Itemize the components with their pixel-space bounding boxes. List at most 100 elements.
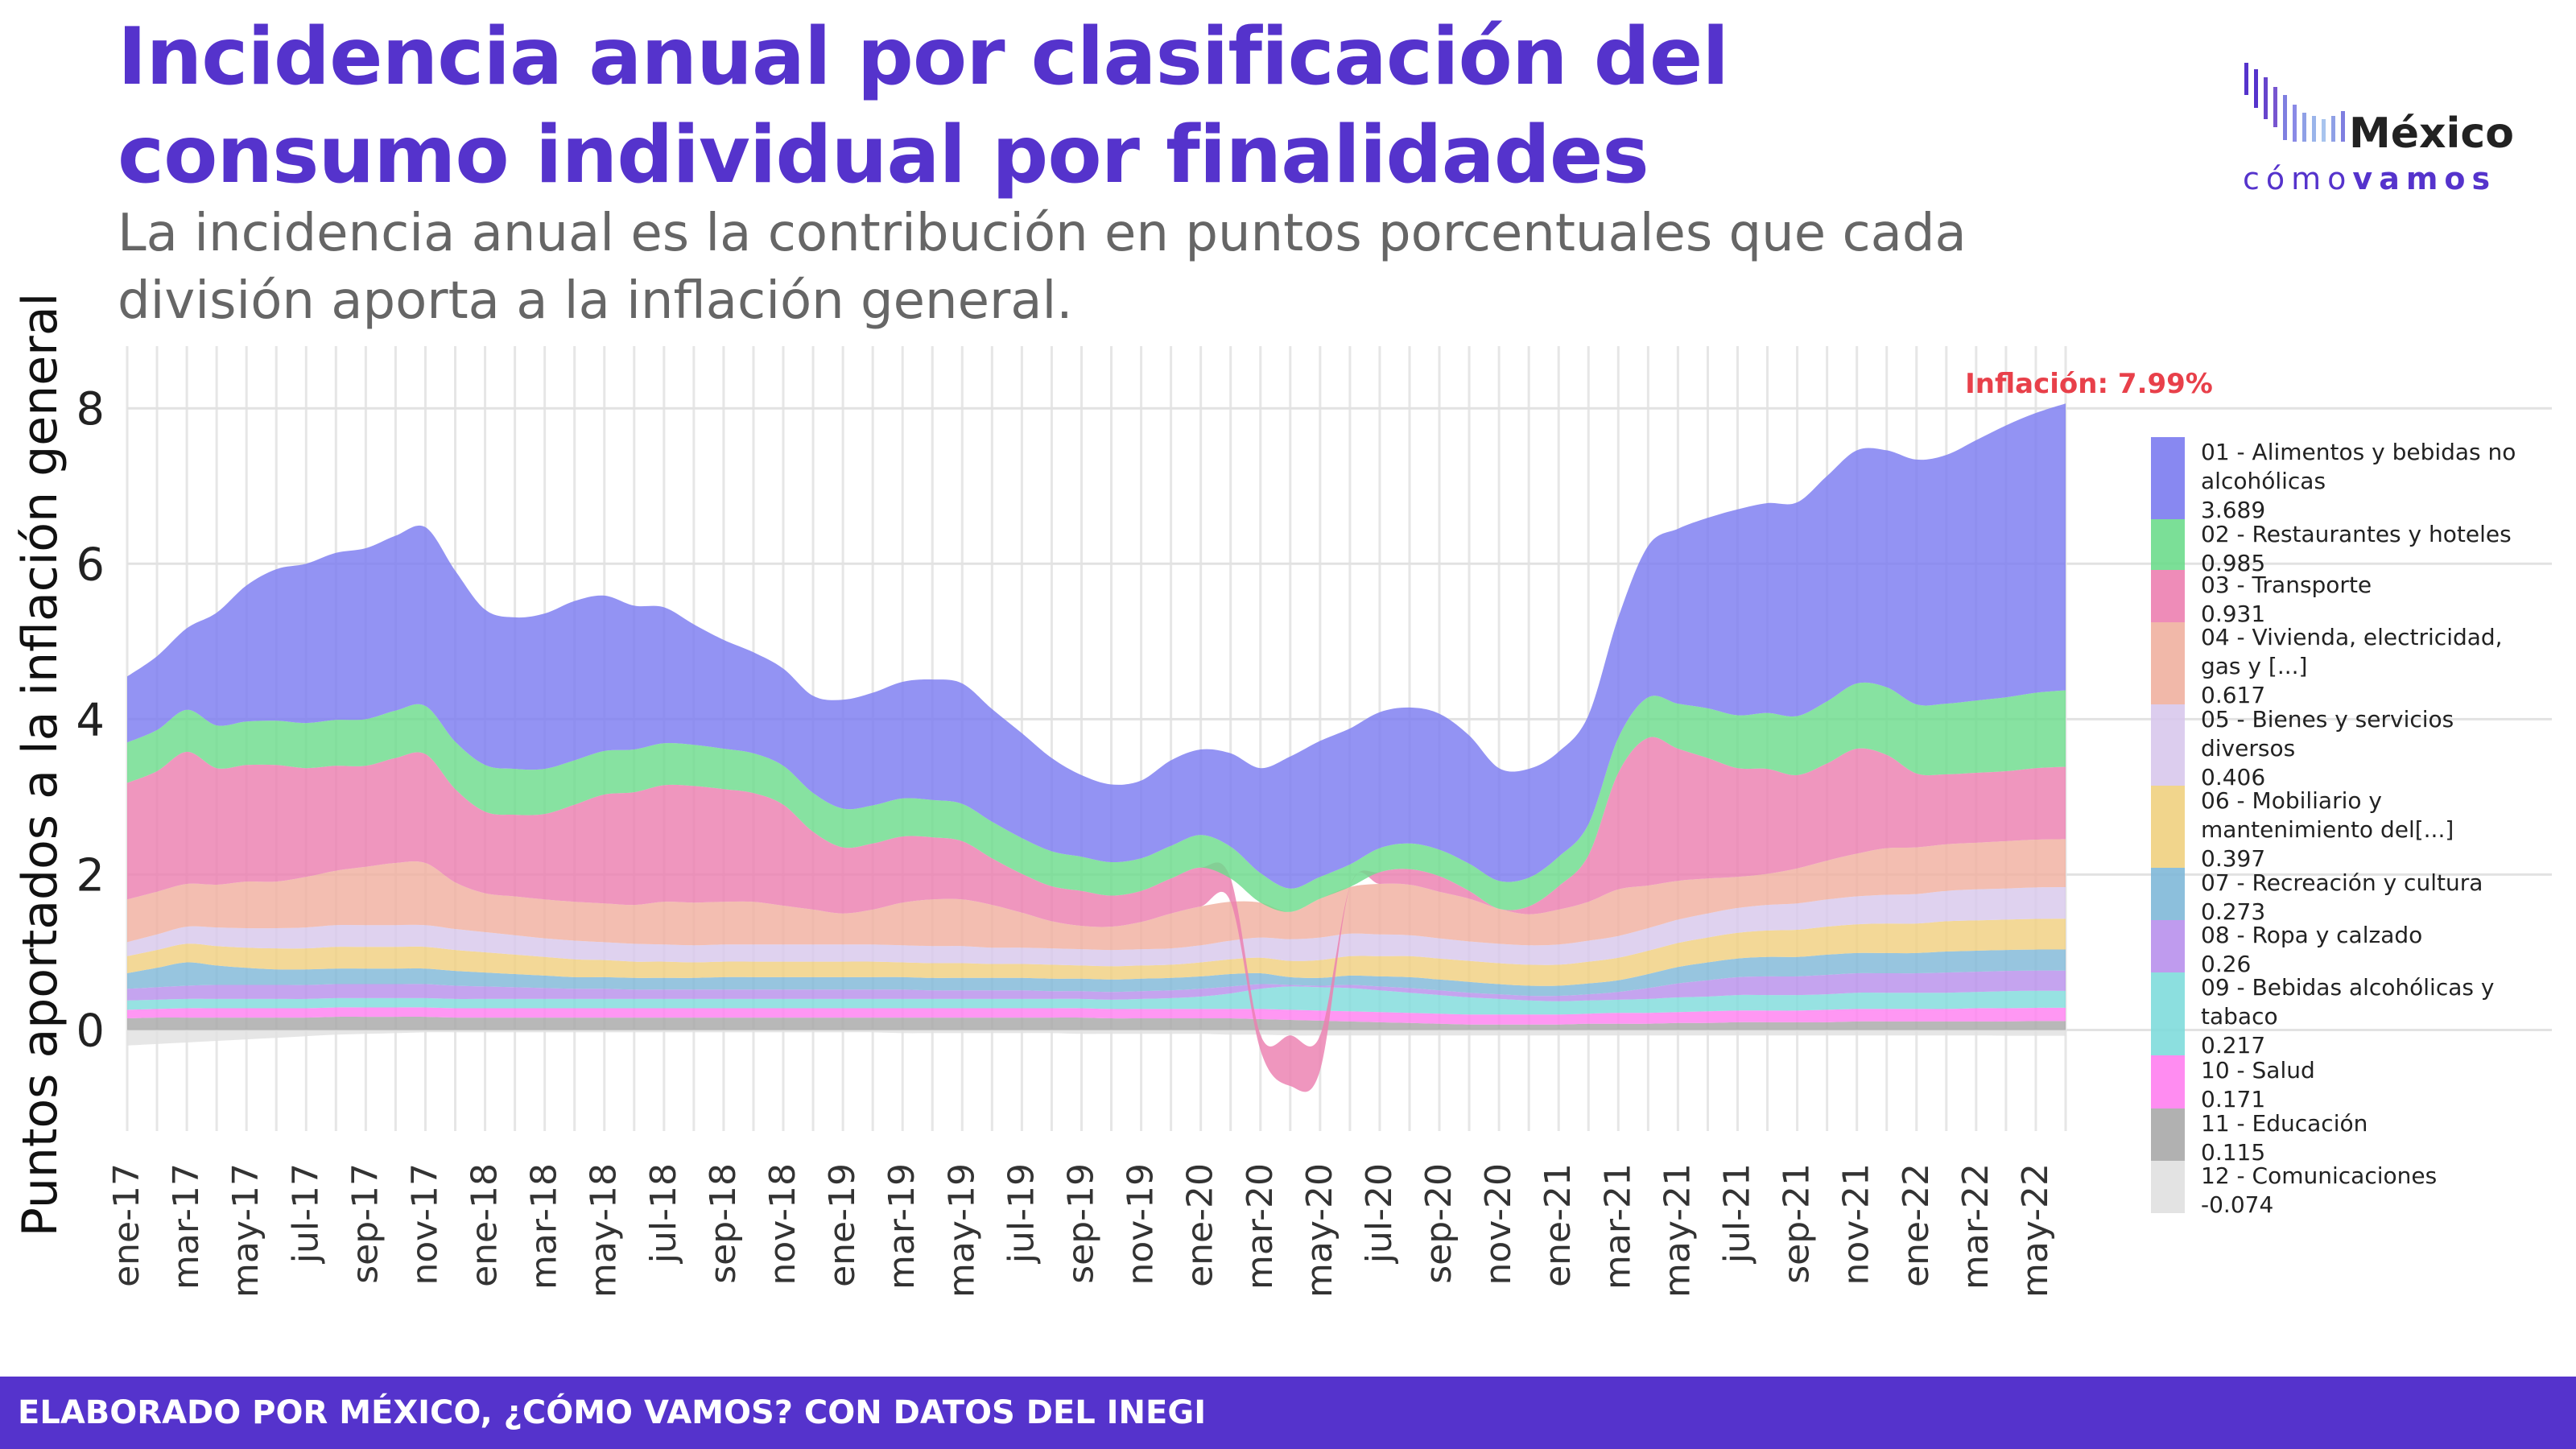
legend-entry: 10 - Salud <box>2201 1057 2315 1084</box>
x-tick-label: may-22 <box>2015 1163 2056 1298</box>
x-tick-label: mar-20 <box>1240 1163 1281 1290</box>
legend-entry: 05 - Bienes y servicios diversos <box>2201 706 2454 762</box>
legend-swatch <box>2151 868 2185 920</box>
stacked-area-chart: 0 2 4 6 8 ene-17 mar-17 may-17 jul-17 sep-17 nov-… <box>12 293 2552 1298</box>
area-series-07 <box>127 949 2066 997</box>
x-tick-label: ene-21 <box>1538 1163 1579 1287</box>
legend: 01 - Alimentos y bebidas no alcohólicas 3.… <box>2151 437 2516 1218</box>
legend-value: 0.273 <box>2201 898 2265 925</box>
x-tick-label: sep-21 <box>1777 1163 1818 1284</box>
y-axis-ticks: 0 2 4 6 8 <box>76 383 105 1057</box>
legend-entry: 01 - Alimentos y bebidas no alcohólicas <box>2201 439 2516 494</box>
legend-value: 0.115 <box>2201 1139 2265 1166</box>
footer-credit: ELABORADO POR MÉXICO, ¿CÓMO VAMOS? CON D… <box>18 1394 1207 1431</box>
x-tick-label: mar-18 <box>524 1163 565 1290</box>
x-tick-label: ene-18 <box>464 1163 506 1287</box>
logo-word-como-vamos: cómovamos <box>2243 161 2497 196</box>
x-tick-label: jul-21 <box>1717 1163 1758 1264</box>
legend-entry: 02 - Restaurantes y hoteles <box>2201 521 2512 547</box>
x-tick-label: may-20 <box>1299 1163 1340 1298</box>
area-series-11 <box>127 1017 2066 1030</box>
x-tick-label: jul-17 <box>285 1163 326 1264</box>
area-series-05 <box>127 887 2066 967</box>
y-axis-label: Puntos aportados a la inflación general <box>12 293 68 1237</box>
chart-subtitle: La incidencia anual es la contribución e… <box>118 204 1967 331</box>
legend-entry: 04 - Vivienda, electricidad, gas y [...] <box>2201 624 2503 679</box>
y-tick-label: 8 <box>76 383 105 436</box>
legend-swatch <box>2151 972 2185 1055</box>
area-series-02 <box>127 682 2066 912</box>
legend-value: 0.397 <box>2201 845 2265 872</box>
legend-swatch <box>2151 786 2185 868</box>
footer-bar: ELABORADO POR MÉXICO, ¿CÓMO VAMOS? CON D… <box>0 1377 2576 1449</box>
legend-entry: 12 - Comunicaciones <box>2201 1162 2437 1189</box>
legend-value: -0.074 <box>2201 1191 2273 1218</box>
legend-swatch <box>2151 1161 2185 1213</box>
x-tick-label: mar-21 <box>1597 1163 1638 1290</box>
area-series-12 <box>127 1030 2066 1046</box>
x-tick-label: nov-20 <box>1478 1163 1519 1286</box>
area-series-04 <box>127 839 2066 951</box>
legend-swatch <box>2151 1055 2185 1108</box>
x-tick-label: may-21 <box>1657 1163 1698 1298</box>
x-tick-label: nov-18 <box>762 1163 803 1286</box>
x-tick-label: may-19 <box>941 1163 982 1298</box>
legend-swatch <box>2151 519 2185 570</box>
legend-value: 0.406 <box>2201 764 2265 791</box>
legend-value: 0.217 <box>2201 1032 2265 1059</box>
legend-value: 0.26 <box>2201 951 2251 977</box>
chart-title: Incidencia anual por clasificación del c… <box>118 11 1729 201</box>
x-tick-label: ene-20 <box>1180 1163 1221 1287</box>
x-tick-label: sep-18 <box>703 1163 744 1284</box>
x-tick-label: sep-20 <box>1418 1163 1459 1284</box>
legend-entry: 06 - Mobiliario y mantenimiento del[...] <box>2201 787 2454 843</box>
area-series-01 <box>127 403 2066 889</box>
legend-entry: 03 - Transporte <box>2201 572 2372 598</box>
inflation-annotation: Inflación: 7.99% <box>1965 368 2213 400</box>
x-tick-label: mar-22 <box>1955 1163 1996 1290</box>
x-tick-label: sep-19 <box>1061 1163 1102 1284</box>
y-tick-label: 2 <box>76 849 105 902</box>
legend-swatch <box>2151 570 2185 622</box>
legend-swatch <box>2151 704 2185 786</box>
legend-entry: 07 - Recreación y cultura <box>2201 869 2483 896</box>
x-tick-label: nov-19 <box>1121 1163 1162 1286</box>
x-tick-label: jul-18 <box>643 1163 684 1264</box>
x-tick-label: may-17 <box>225 1163 266 1298</box>
legend-value: 3.689 <box>2201 497 2265 523</box>
legend-entry: 11 - Educación <box>2201 1110 2368 1137</box>
logo-word-mexico: México <box>2349 109 2514 158</box>
legend-swatch <box>2151 622 2185 704</box>
legend-value: 0.171 <box>2201 1086 2265 1113</box>
y-tick-label: 0 <box>76 1005 105 1058</box>
legend-entry: 08 - Ropa y calzado <box>2201 922 2422 948</box>
x-tick-label: ene-17 <box>106 1163 147 1287</box>
x-tick-label: mar-19 <box>881 1163 923 1290</box>
area-series <box>127 403 2066 1092</box>
legend-entry: 09 - Bebidas alcohólicas y tabaco <box>2201 974 2494 1030</box>
area-series-03 <box>127 737 2066 1092</box>
x-tick-label: nov-17 <box>405 1163 446 1286</box>
x-tick-label: ene-19 <box>822 1163 863 1287</box>
mexico-como-vamos-logo: México cómovamos <box>2243 63 2514 200</box>
area-series-08 <box>127 970 2066 1001</box>
x-tick-label: ene-22 <box>1896 1163 1937 1287</box>
legend-swatch <box>2151 1108 2185 1161</box>
area-series-06 <box>127 919 2066 986</box>
bar-equalizer-icon <box>2244 63 2345 142</box>
x-tick-label: jul-20 <box>1359 1163 1400 1264</box>
area-series-09 <box>127 986 2066 1015</box>
y-tick-label: 6 <box>76 539 105 591</box>
legend-value: 0.931 <box>2201 601 2265 627</box>
legend-value: 0.985 <box>2201 550 2265 576</box>
x-tick-label: jul-19 <box>1001 1163 1042 1264</box>
x-axis-ticks: ene-17 mar-17 may-17 jul-17 sep-17 nov-17 ene-… <box>106 1163 2056 1298</box>
legend-swatch <box>2151 920 2185 972</box>
x-tick-label: sep-17 <box>345 1163 386 1284</box>
x-tick-label: nov-21 <box>1836 1163 1877 1286</box>
y-tick-label: 4 <box>76 694 105 746</box>
area-series-10 <box>127 1007 2066 1025</box>
legend-swatch <box>2151 437 2185 519</box>
x-tick-label: may-18 <box>584 1163 625 1298</box>
legend-value: 0.617 <box>2201 682 2265 708</box>
